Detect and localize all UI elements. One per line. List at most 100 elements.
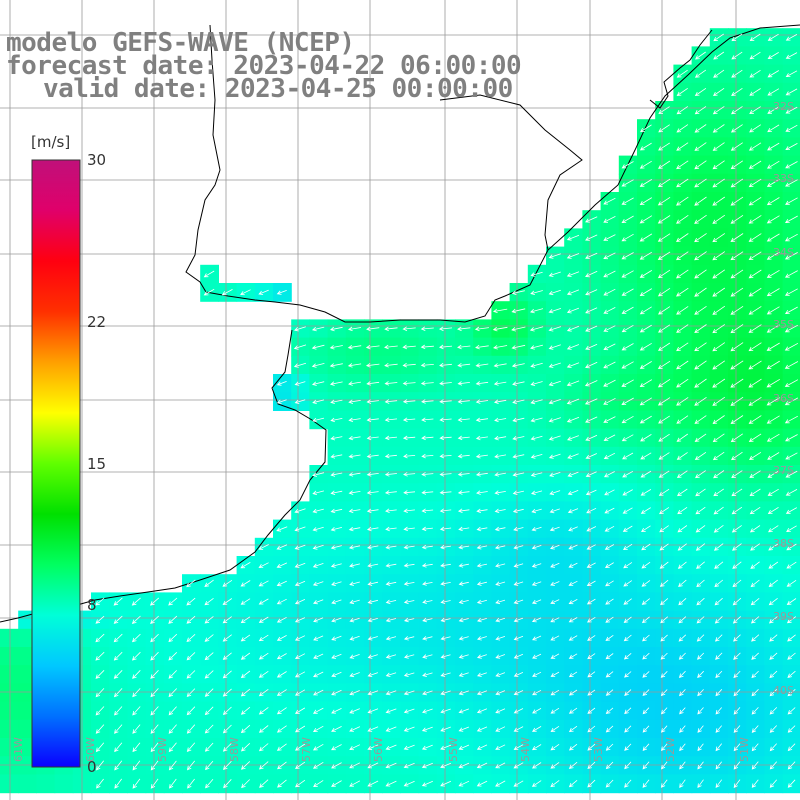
- wind-arrow: [113, 615, 123, 624]
- wind-cell: [709, 210, 729, 229]
- wind-arrow: [276, 399, 287, 404]
- wind-cell: [691, 155, 711, 175]
- wind-arrow: [768, 597, 778, 606]
- wind-arrow: [440, 780, 452, 787]
- wind-cell: [709, 628, 729, 648]
- wind-arrow: [712, 214, 726, 224]
- wind-cell: [200, 683, 219, 703]
- wind-cell: [600, 519, 620, 539]
- wind-arrow: [658, 124, 670, 133]
- wind-cell: [673, 155, 693, 175]
- wind-arrow: [769, 634, 778, 642]
- wind-cell: [145, 701, 165, 721]
- wind-arrow: [331, 762, 342, 769]
- wind-cell: [527, 683, 547, 703]
- wind-cell: [145, 665, 165, 684]
- wind-arrow: [168, 633, 178, 643]
- wind-arrow: [421, 563, 433, 568]
- wind-arrow: [621, 233, 634, 242]
- wind-arrow: [403, 690, 415, 696]
- wind-arrow: [495, 563, 506, 568]
- wind-cell: [655, 519, 674, 539]
- wind-arrow: [785, 434, 798, 442]
- wind-arrow: [621, 179, 634, 187]
- wind-cell: [236, 574, 256, 593]
- wind-arrow: [712, 251, 726, 261]
- wind-arrow: [439, 508, 452, 513]
- wind-cell: [273, 647, 292, 666]
- wind-arrow: [784, 397, 799, 406]
- wind-cell: [691, 774, 711, 794]
- wind-cell: [491, 738, 511, 757]
- wind-cell: [691, 301, 711, 320]
- wind-arrow: [113, 651, 123, 661]
- wind-cell: [582, 574, 602, 593]
- wind-arrow: [532, 653, 542, 659]
- wind-arrow: [676, 106, 689, 115]
- wind-arrow: [785, 52, 798, 59]
- wind-arrow: [712, 451, 725, 461]
- wind-cell: [145, 610, 165, 630]
- wind-cell: [600, 683, 620, 703]
- wind-arrow: [550, 725, 560, 732]
- wind-arrow: [550, 653, 560, 659]
- wind-arrow: [366, 508, 379, 514]
- wind-cell: [109, 665, 128, 684]
- wind-arrow: [566, 234, 580, 241]
- wind-cell: [236, 701, 256, 721]
- wind-arrow: [785, 88, 798, 96]
- wind-arrow: [640, 525, 651, 533]
- wind-cell: [527, 665, 547, 684]
- wind-cell: [709, 374, 729, 393]
- wind-cell: [509, 719, 529, 739]
- wind-arrow: [347, 344, 362, 350]
- wind-arrow: [366, 399, 379, 404]
- wind-arrow: [748, 233, 762, 242]
- model-title: modelo GEFS-WAVE (NCEP): [6, 28, 355, 58]
- wind-cell: [546, 665, 565, 684]
- wind-arrow: [733, 761, 741, 770]
- wind-arrow: [587, 653, 596, 660]
- longitude-label: 54W: [519, 737, 532, 762]
- wind-arrow: [748, 306, 762, 315]
- wind-arrow: [585, 361, 598, 369]
- wind-cell: [200, 756, 219, 775]
- wind-arrow: [730, 160, 744, 170]
- wind-arrow: [186, 652, 196, 661]
- wind-arrow: [567, 471, 579, 477]
- wind-arrow: [585, 234, 598, 241]
- wind-arrow: [513, 762, 524, 769]
- wind-cell: [764, 410, 784, 430]
- wind-arrow: [440, 726, 451, 732]
- wind-arrow: [132, 742, 141, 753]
- wind-cell: [764, 537, 784, 557]
- wind-cell: [618, 628, 638, 648]
- wind-arrow: [622, 543, 633, 551]
- wind-arrow: [676, 142, 689, 151]
- wind-arrow: [694, 415, 707, 424]
- wind-arrow: [786, 598, 797, 605]
- wind-cell: [673, 337, 693, 357]
- wind-arrow: [421, 490, 434, 495]
- wind-arrow: [477, 672, 487, 677]
- wind-arrow: [639, 379, 653, 388]
- wind-arrow: [205, 778, 214, 789]
- wind-arrow: [694, 178, 707, 188]
- wind-arrow: [240, 670, 251, 679]
- wind-arrow: [585, 434, 598, 441]
- wind-cell: [509, 756, 529, 775]
- wind-cell: [473, 774, 492, 794]
- wind-arrow: [402, 417, 416, 422]
- wind-cell: [637, 665, 656, 684]
- wind-arrow: [657, 215, 671, 224]
- wind-arrow: [457, 472, 470, 477]
- wind-cell: [709, 647, 729, 666]
- wind-arrow: [258, 616, 269, 623]
- wind-arrow: [640, 434, 652, 442]
- wind-arrow: [440, 563, 451, 568]
- wind-arrow: [366, 381, 380, 386]
- wind-arrow: [349, 780, 361, 787]
- wind-cell: [637, 155, 656, 175]
- wind-cell: [200, 592, 219, 612]
- wind-arrow: [276, 290, 287, 295]
